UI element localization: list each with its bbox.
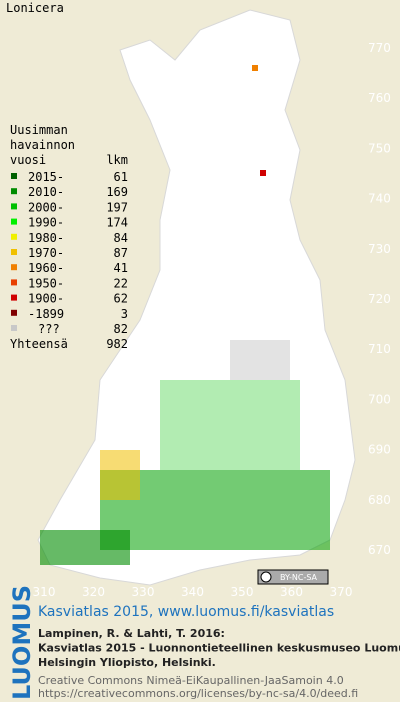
license-line: Creative Commons Nimeä-EiKaupallinen-Jaa… [38,674,344,687]
legend-swatch [11,173,17,179]
observation-squares [40,65,330,565]
brand: LUOMUS [8,585,36,700]
y-tick-label: 740 [368,192,391,206]
legend-swatch [11,203,17,210]
legend-total-label: Yhteensä [10,337,68,351]
legend-swatch [11,218,17,225]
footer-heading: Kasviatlas 2015, www.luomus.fi/kasviatla… [38,604,334,620]
legend-count: 174 [106,216,128,230]
legend-label: ??? [38,322,60,336]
legend-label: 1950- [28,276,64,290]
legend-count: 87 [114,246,128,260]
y-tick-label: 670 [368,543,391,557]
legend-col-count: lkm [106,153,128,167]
x-tick-label: 360 [280,585,303,599]
legend-heading: havainnon [10,138,75,152]
legend-count: 3 [121,307,128,321]
legend-count: 41 [114,261,128,275]
legend-label: 2010- [28,185,64,199]
legend-swatch [11,264,17,271]
legend-label: -1899 [28,307,64,321]
legend-count: 82 [114,322,128,336]
badge-icon [260,571,272,583]
citation-line: Lampinen, R. & Lahti, T. 2016: [38,627,225,640]
x-tick-label: 340 [181,585,204,599]
legend-count: 22 [114,276,128,290]
map-title: Lonicera [6,1,64,15]
y-tick-label: 720 [368,292,391,306]
citation-line: Helsingin Yliopisto, Helsinki. [38,656,216,669]
legend-label: 1980- [28,231,64,245]
y-tick-label: 750 [368,141,391,155]
legend-swatch [11,309,17,316]
y-tick-label: 710 [368,342,391,356]
legend-swatch [11,249,17,255]
grid-square [252,65,258,71]
legend-label: 1960- [28,261,64,275]
x-tick-label: 370 [330,585,353,599]
legend-swatch [11,279,17,286]
legend-count: 61 [114,170,128,184]
legend-label: 1900- [28,292,64,306]
badge-text: BY-NC-SA [280,573,318,582]
legend-label: 2000- [28,200,64,214]
legend-label: 1970- [28,246,64,260]
legend-heading: Uusimman [10,123,68,137]
x-tick-label: 330 [132,585,155,599]
legend-swatch [11,233,17,240]
y-tick-label: 680 [368,493,391,507]
grid-square [260,170,266,176]
footer: Lampinen, R. & Lahti, T. 2016: Kasviatlas… [38,627,400,700]
legend-label: 1990- [28,216,64,230]
badge-box [257,569,329,585]
y-tick-label: 730 [368,242,391,256]
y-tick-label: 770 [368,41,391,55]
license-line: https://creativecommons.org/licenses/by-… [38,687,358,700]
legend-col-year: vuosi [10,153,46,167]
x-tick-label: 320 [82,585,105,599]
legend-swatch [11,294,17,301]
y-tick-label: 690 [368,443,391,457]
legend-total: 982 [106,337,128,351]
legend-swatch [11,325,17,331]
axis-ticks: 770 760 750 740 730 720 710 700 690 680 670 310 320 3… [33,41,391,599]
y-tick-label: 700 [368,392,391,406]
legend-count: 197 [106,200,128,214]
grid-cluster [160,380,300,470]
cc-badge: BY-NC-SA [257,569,329,585]
x-tick-label: 350 [231,585,254,599]
legend-count: 84 [114,231,128,245]
legend-count: 169 [106,185,128,199]
x-tick-label: 310 [33,585,56,599]
grid-cluster [230,340,290,380]
citation-line: Kasviatlas 2015 - Luonnontieteellinen ke… [38,642,400,655]
legend-swatch [11,188,17,195]
legend-label: 2015- [28,170,64,184]
y-tick-label: 760 [368,91,391,105]
legend-count: 62 [114,292,128,306]
grid-cluster [40,530,130,565]
grid-cluster [100,450,140,500]
